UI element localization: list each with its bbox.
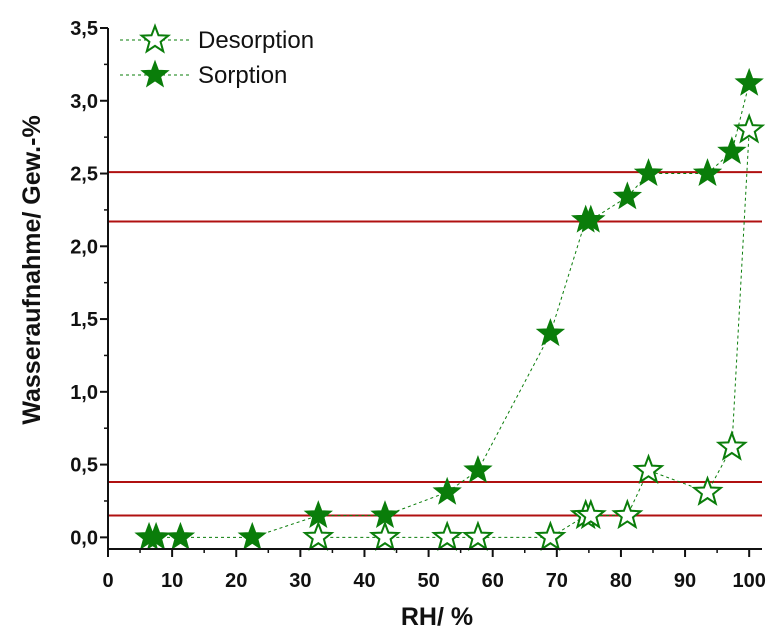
data-point-desorption <box>691 475 724 506</box>
x-tick-label: 100 <box>732 570 765 592</box>
x-tick-label: 70 <box>546 570 568 592</box>
legend-star-desorption <box>138 23 172 54</box>
data-point-desorption <box>733 113 766 144</box>
tick-marks <box>100 27 751 557</box>
data-point-sorption <box>734 67 764 96</box>
series-line-desorption <box>318 129 750 538</box>
y-tick-label: 1,0 <box>70 382 98 404</box>
x-tick-label: 80 <box>610 570 632 592</box>
data-point-sorption <box>370 500 400 529</box>
legend-label-sorption: Sorption <box>198 62 287 89</box>
x-tick-label: 10 <box>161 570 183 592</box>
reference-lines <box>108 171 762 517</box>
data-point-desorption <box>611 498 644 530</box>
y-axis-title: Wasseraufnahme/ Gew.-% <box>18 115 46 424</box>
data-point-sorption <box>463 454 493 483</box>
y-tick-label: 2,5 <box>70 164 98 186</box>
data-point-sorption <box>165 521 196 550</box>
data-point-sorption <box>237 521 267 550</box>
legend-star-sorption <box>140 59 170 88</box>
data-point-sorption <box>141 521 171 550</box>
legend-marker-sorption <box>140 59 170 88</box>
data-point-sorption <box>432 476 462 505</box>
x-tick-label: 90 <box>674 570 696 592</box>
y-tick-label: 1,5 <box>70 309 98 331</box>
data-point-sorption <box>535 318 566 347</box>
legend-label-desorption: Desorption <box>198 27 314 54</box>
data-point-desorption <box>632 453 665 485</box>
data-point-sorption <box>692 158 723 187</box>
x-tick-label: 20 <box>225 570 247 592</box>
x-axis-title: RH/ % <box>401 603 473 631</box>
legend-marker-desorption <box>138 23 172 54</box>
data-point-desorption <box>431 520 464 551</box>
data-point-sorption <box>717 136 747 165</box>
data-point-desorption <box>461 520 494 551</box>
data-point-desorption <box>715 430 748 461</box>
tick-labels: 0 10 20 30 40 50 60 70 80 90 100 0,0 0,5 1,0 1,5 2,0 2,5… <box>70 18 766 592</box>
x-tick-label: 0 <box>102 570 113 592</box>
data-point-desorption <box>574 498 607 530</box>
y-tick-label: 3,0 <box>70 91 98 113</box>
x-tick-label: 40 <box>353 570 375 592</box>
data-point-desorption <box>302 520 335 551</box>
x-tick-label: 30 <box>289 570 311 592</box>
y-tick-label: 3,5 <box>70 18 98 40</box>
data-point-sorption <box>633 158 664 187</box>
axes <box>107 28 762 550</box>
y-tick-label: 0,0 <box>70 527 98 549</box>
x-tick-label: 60 <box>482 570 504 592</box>
data-point-sorption <box>612 181 643 210</box>
data-point-sorption <box>576 204 606 233</box>
data-point-desorption <box>368 520 402 551</box>
legend: Desorption Sorption <box>120 23 314 89</box>
series-line-sorption <box>149 83 750 538</box>
data-point-desorption <box>534 520 567 551</box>
data-point-sorption <box>303 500 333 529</box>
y-tick-label: 2,0 <box>70 236 98 258</box>
y-tick-label: 0,5 <box>70 455 98 477</box>
x-tick-label: 50 <box>417 570 439 592</box>
data-markers <box>134 67 766 551</box>
